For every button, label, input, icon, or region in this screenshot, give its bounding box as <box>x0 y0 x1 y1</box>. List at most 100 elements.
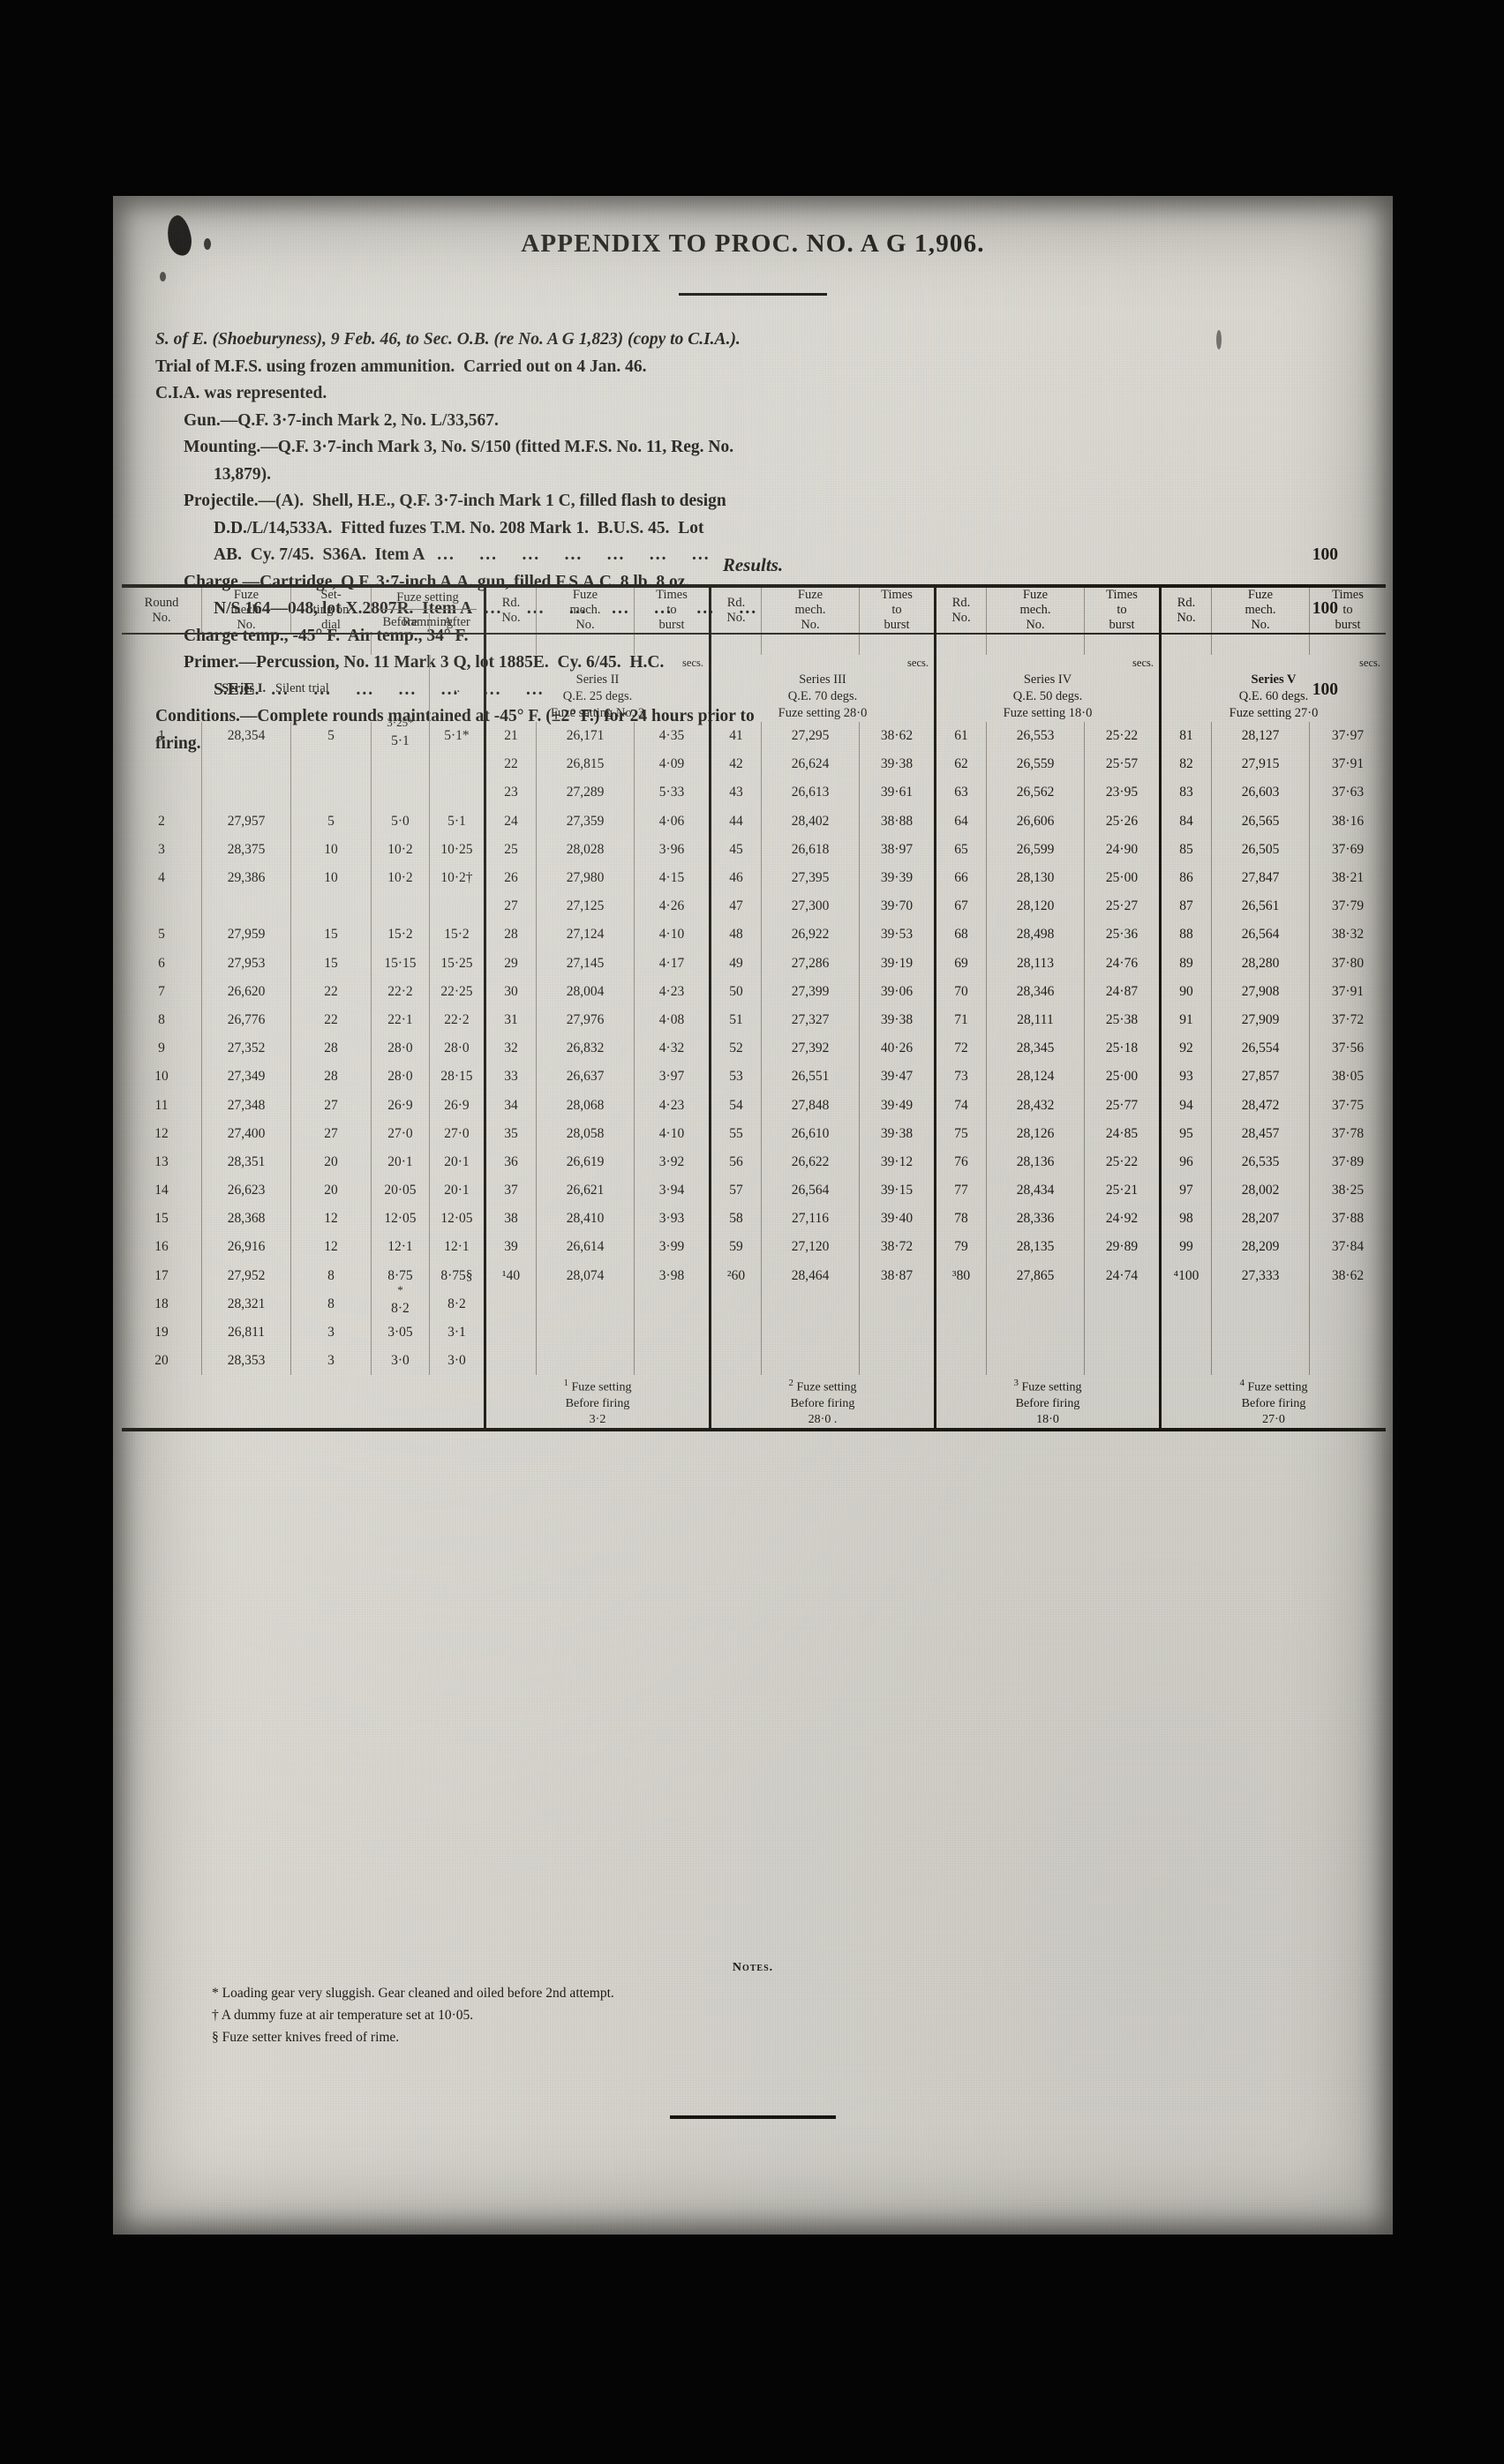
cell-setting-dial: 8 <box>290 1289 372 1318</box>
cell-value: 12·05 <box>440 1211 473 1227</box>
cell-value: 12 <box>324 1239 338 1255</box>
document-sheet: APPENDIX TO PROC. NO. A G 1,906. S. of E… <box>113 196 1393 2235</box>
cell-fuze-mech-no: 28,354 <box>201 722 291 751</box>
cell-fuze-mech-no: 28,368 <box>201 1205 291 1234</box>
cell-value: 37·84 <box>1331 1239 1365 1255</box>
cell-value: 26,776 <box>227 1011 266 1027</box>
cell-times-burst-s3: 38·72 <box>859 1233 936 1262</box>
cell-rd-no-s5: 83 <box>1159 778 1212 808</box>
preamble-text: S. of E. (Shoeburyness), 9 Feb. 46, to S… <box>155 330 741 349</box>
cell-before-ramming: 3·25* 5·1 <box>371 717 430 751</box>
cell-value: 26 <box>504 870 518 886</box>
cell-times-burst-s3: 39·53 <box>859 920 936 950</box>
cell-value: 4 <box>158 870 165 886</box>
cell-value: 26,624 <box>791 756 830 772</box>
cell-fuze-mech-s4: 26,562 <box>986 778 1085 808</box>
cell-setting-dial: 15 <box>290 920 372 950</box>
spacer-cell <box>709 634 762 655</box>
secs-unit-3: secs. <box>907 657 929 669</box>
cell-after-ramming: 22·25 <box>428 977 485 1006</box>
cell-after-ramming: 28·15 <box>428 1063 485 1092</box>
cell-value: 5 <box>327 813 335 829</box>
cell-value: 3·93 <box>658 1211 685 1227</box>
cell-fuze-mech-no: 26,623 <box>201 1176 291 1206</box>
cell-value: 41 <box>729 728 743 744</box>
footnote-value: 18·0 <box>1036 1412 1059 1426</box>
series-3-qe: Q.E. 70 degs. <box>787 689 858 703</box>
spacer-cell <box>1309 634 1386 655</box>
preamble-text: Mounting.—Q.F. 3·7-inch Mark 3, No. S/15… <box>184 438 734 456</box>
cell-rd-no-s2: 27 <box>484 892 537 921</box>
cell-value: 22 <box>324 983 338 999</box>
cell-after-ramming: 28·0 <box>428 1034 485 1063</box>
cell-after-ramming: 22·2 <box>428 1005 485 1035</box>
cell-round-no: 18 <box>122 1290 202 1318</box>
cell-after-ramming: 12·05 <box>428 1205 485 1234</box>
cell-value: 24·92 <box>1105 1211 1139 1227</box>
cell-value: 27,295 <box>791 728 830 744</box>
cell-value: 23·95 <box>1105 785 1139 800</box>
cell-before-ramming <box>371 750 430 779</box>
cell-rd-no-s5: 89 <box>1159 949 1212 978</box>
preamble-line: C.I.A. was represented. <box>155 380 1338 408</box>
cell-fuze-mech-s4: 27,865 <box>986 1261 1085 1290</box>
cell-value: 37·89 <box>1331 1153 1365 1169</box>
cell-value: 26·9 <box>387 1097 413 1113</box>
cell-times-burst-s4: 23·95 <box>1084 778 1161 808</box>
cell-value: 30 <box>504 983 518 999</box>
table-row: 22 26,815 4·09 42 26,624 39·38 62 26,559 25·57 82… <box>122 750 1386 779</box>
cell-value: 15 <box>154 1211 169 1227</box>
cell-value: 12 <box>154 1125 169 1141</box>
cell-value: 27 <box>504 898 518 914</box>
cell-setting-dial: 12 <box>290 1205 372 1234</box>
cell-value: 26,559 <box>1016 756 1055 772</box>
cell-times-burst-s2: 4·09 <box>634 750 711 779</box>
cell-setting-dial: 20 <box>290 1176 372 1206</box>
cell-value: 3·96 <box>658 841 685 857</box>
cell-value: 25·27 <box>1105 898 1139 914</box>
cell-value: 28,120 <box>1016 898 1055 914</box>
cell-value: 12 <box>324 1211 338 1227</box>
cell-value: 3·98 <box>658 1267 685 1283</box>
cell-value: 3·0 <box>447 1353 466 1369</box>
cell-value: 32 <box>504 1040 518 1056</box>
cell-fuze-mech-s5: 27,915 <box>1211 750 1310 779</box>
cell-rd-no-s4: 62 <box>934 750 987 779</box>
cell-value: 65 <box>954 841 968 857</box>
cell-value: 10·2† <box>440 870 473 886</box>
cell-times-burst-s5: 37·56 <box>1309 1034 1386 1063</box>
cell-value: 26,613 <box>791 785 830 800</box>
footer-fuze-note-3: 3 Fuze setting Before firing 18·0 <box>934 1375 1161 1431</box>
cell-rd-no-s4: 65 <box>934 835 987 864</box>
cell-value: 27,327 <box>791 1011 830 1027</box>
ink-speck-icon <box>204 238 211 250</box>
footer-fuze-note-4: 4 Fuze setting Before firing 27·0 <box>1159 1375 1386 1431</box>
cell-value: 5·1 <box>447 813 466 829</box>
preamble-text: D.D./L/14,533A. Fitted fuzes T.M. No. 20… <box>214 518 704 537</box>
cell-value: 79 <box>954 1239 968 1255</box>
cell-value: 44 <box>729 813 743 829</box>
cell-fuze-mech-no <box>201 750 291 779</box>
cell-rd-no-s5: 96 <box>1159 1147 1212 1176</box>
cell-setting-dial: 10 <box>290 835 372 864</box>
cell-setting-dial: 22 <box>290 977 372 1006</box>
spacer-cell <box>1211 634 1310 655</box>
preamble-text: AB. Cy. 7/45. S36A. Item A <box>214 545 425 564</box>
cell-fuze-mech-no: 26,776 <box>201 1005 291 1035</box>
cell-value: 37·78 <box>1331 1125 1365 1141</box>
cell-setting-dial: 28 <box>290 1034 372 1063</box>
cell-rd-no-s2: 31 <box>484 1005 537 1035</box>
cell-value: 5·0 <box>391 813 410 829</box>
cell-after-ramming: 26·9 <box>428 1091 485 1120</box>
table-row: 6 27,953 15 15·15 15·25 29 27,145 4·17 49 27,286 3… <box>122 949 1386 978</box>
cell-times-burst-s5: 37·80 <box>1309 949 1386 978</box>
cell-fuze-mech-s2: 27,980 <box>536 863 635 893</box>
cell-fuze-mech-s3: 27,286 <box>761 949 860 978</box>
series-2-caption: secs. Series II Q.E. 25 degs. Fuze setti… <box>484 655 711 722</box>
cell-fuze-mech-s3: 26,551 <box>761 1063 860 1092</box>
cell-rd-no-s2: 29 <box>484 949 537 978</box>
cell-value: 27,857 <box>1241 1069 1280 1085</box>
cell-rd-no-s3: 46 <box>709 863 762 893</box>
cell-fuze-mech-s5 <box>1211 1318 1310 1348</box>
cell-times-burst-s5: 37·72 <box>1309 1005 1386 1035</box>
